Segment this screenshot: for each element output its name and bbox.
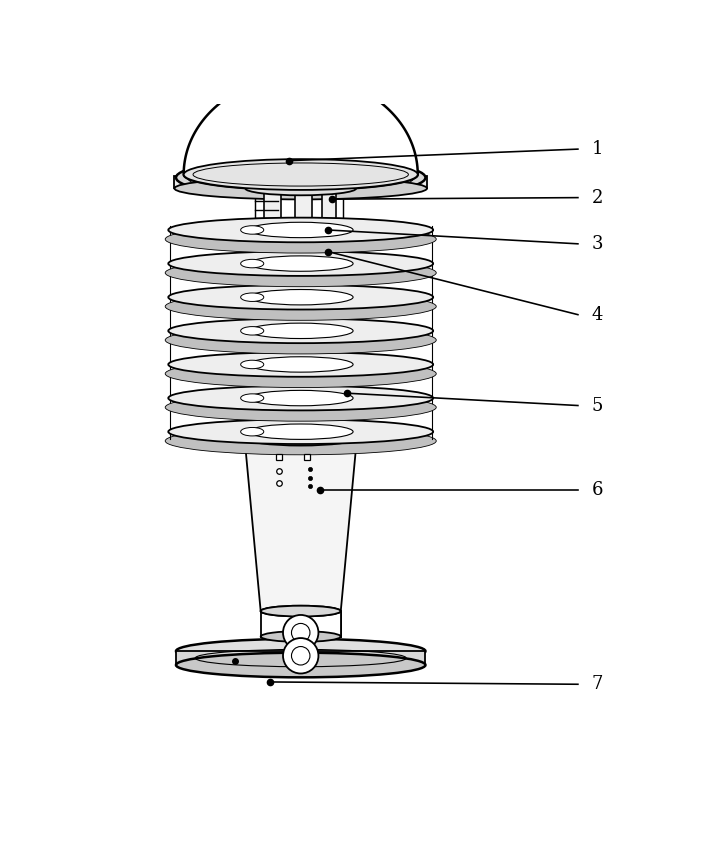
Bar	[323, 188, 336, 227]
Ellipse shape	[188, 161, 414, 194]
Ellipse shape	[165, 393, 436, 421]
Text: 7: 7	[591, 676, 603, 693]
Ellipse shape	[291, 624, 310, 642]
Ellipse shape	[248, 222, 353, 238]
Ellipse shape	[176, 652, 425, 677]
Ellipse shape	[168, 353, 433, 377]
Ellipse shape	[283, 638, 318, 673]
Ellipse shape	[168, 251, 433, 276]
Ellipse shape	[241, 428, 264, 436]
Ellipse shape	[248, 289, 353, 305]
Text: 4: 4	[591, 306, 603, 324]
Ellipse shape	[291, 646, 310, 665]
Bar	[295, 188, 312, 227]
Ellipse shape	[176, 638, 425, 664]
Ellipse shape	[165, 293, 436, 321]
Ellipse shape	[241, 293, 264, 302]
Text: 3: 3	[591, 235, 603, 253]
Ellipse shape	[248, 391, 353, 406]
Ellipse shape	[241, 394, 264, 403]
Bar	[264, 188, 281, 227]
Ellipse shape	[261, 606, 341, 617]
Ellipse shape	[168, 419, 433, 444]
Ellipse shape	[176, 158, 425, 197]
Ellipse shape	[165, 359, 436, 388]
Ellipse shape	[168, 385, 433, 410]
Ellipse shape	[168, 218, 433, 242]
Ellipse shape	[165, 226, 436, 253]
Ellipse shape	[248, 323, 353, 339]
Ellipse shape	[165, 259, 436, 287]
Ellipse shape	[165, 327, 436, 354]
Ellipse shape	[175, 177, 427, 200]
Polygon shape	[175, 176, 427, 188]
Ellipse shape	[248, 256, 353, 271]
Polygon shape	[176, 651, 425, 665]
Ellipse shape	[248, 424, 353, 440]
Polygon shape	[245, 438, 357, 611]
Ellipse shape	[168, 285, 433, 309]
Ellipse shape	[241, 327, 264, 335]
Ellipse shape	[245, 181, 356, 195]
Ellipse shape	[241, 226, 264, 234]
Polygon shape	[183, 76, 418, 190]
Text: 1: 1	[591, 140, 603, 158]
Ellipse shape	[245, 220, 356, 234]
Ellipse shape	[261, 606, 341, 617]
Ellipse shape	[241, 259, 264, 268]
Ellipse shape	[241, 360, 264, 369]
Ellipse shape	[165, 427, 436, 454]
Ellipse shape	[248, 357, 353, 372]
Ellipse shape	[168, 319, 433, 343]
Text: 5: 5	[591, 397, 603, 415]
Ellipse shape	[283, 615, 318, 651]
Ellipse shape	[245, 430, 357, 446]
Ellipse shape	[183, 159, 418, 190]
Text: 2: 2	[591, 188, 603, 206]
Ellipse shape	[261, 631, 341, 642]
Text: 6: 6	[591, 481, 603, 499]
